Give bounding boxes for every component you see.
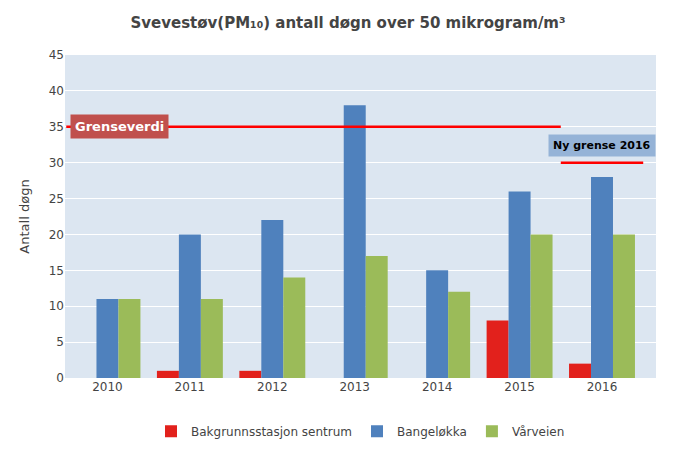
svg-text:2011: 2011 (175, 380, 206, 394)
svg-text:10: 10 (49, 299, 64, 313)
svg-text:2010: 2010 (92, 380, 123, 394)
svg-text:Grenseverdi: Grenseverdi (75, 119, 164, 134)
svg-text:30: 30 (49, 156, 64, 170)
svg-text:Bakgrunnsstasjon sentrum: Bakgrunnsstasjon sentrum (191, 425, 352, 439)
svg-text:Ny grense 2016: Ny grense 2016 (553, 139, 651, 152)
svg-text:2016: 2016 (587, 380, 618, 394)
svg-text:25: 25 (49, 192, 64, 206)
svg-text:Svevestøv(PM₁₀) antall døgn ov: Svevestøv(PM₁₀) antall døgn over 50 mikr… (130, 14, 565, 32)
svg-text:40: 40 (49, 84, 64, 98)
svg-text:35: 35 (49, 120, 64, 134)
svg-text:15: 15 (49, 264, 64, 278)
svg-text:20: 20 (49, 228, 64, 242)
svg-text:2012: 2012 (257, 380, 288, 394)
svg-text:2013: 2013 (339, 380, 370, 394)
svg-text:5: 5 (56, 335, 64, 349)
svg-text:0: 0 (56, 371, 64, 385)
svg-text:2014: 2014 (422, 380, 453, 394)
svg-text:45: 45 (49, 48, 64, 62)
svg-text:2015: 2015 (504, 380, 535, 394)
svg-text:Bangeløkka: Bangeløkka (397, 425, 467, 439)
svg-text:Vårveien: Vårveien (512, 425, 564, 439)
svg-text:Antall døgn: Antall døgn (17, 179, 32, 253)
